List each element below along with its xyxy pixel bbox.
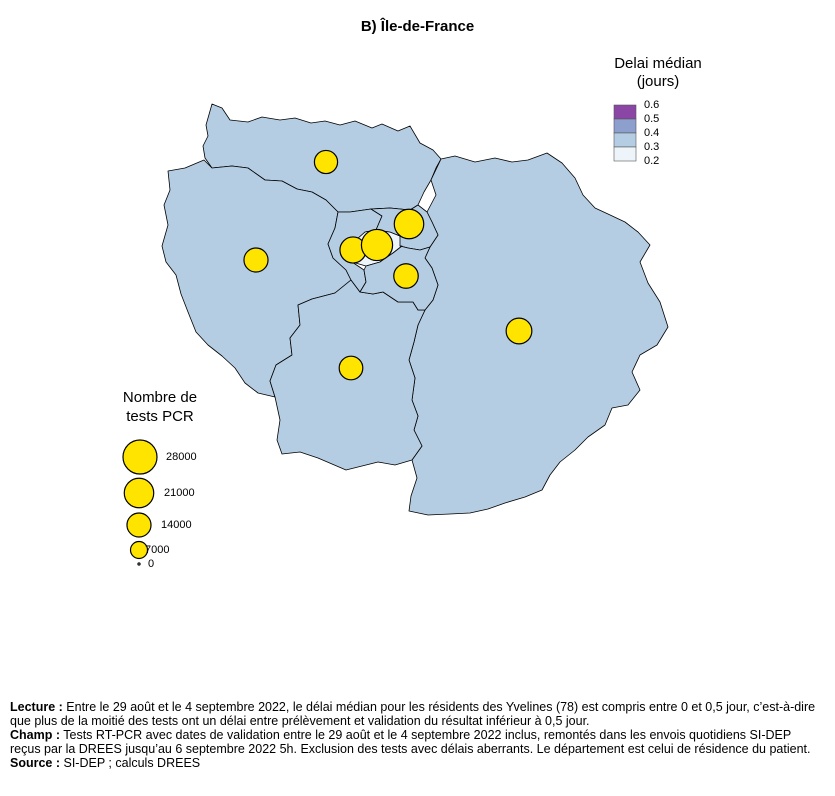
delay-legend-swatches [613,104,637,162]
size-legend-circles [122,439,158,566]
size-legend-label: 0 [148,558,155,570]
delay-legend-title-line1: Delai médian [614,55,702,72]
champ-note: Champ : Tests RT-PCR avec dates de valid… [10,728,822,756]
size-legend-label: 14000 [161,519,192,531]
source-text: SI-DEP ; calculs DREES [63,756,201,770]
delay-legend-break: 0.2 [644,155,660,167]
bubble-95[interactable] [313,149,339,175]
champ-label: Champ : [10,728,60,742]
bubble-91[interactable] [338,355,364,381]
lecture-label: Lecture : [10,700,63,714]
delay-legend-break: 0.3 [644,141,660,153]
bubble-94[interactable] [393,263,419,289]
size-legend-circle [122,439,158,475]
lecture-note: Lecture : Entre le 29 août et le 4 septe… [10,700,822,728]
delay-legend-break: 0.4 [644,127,660,139]
delay-legend-swatch [613,104,637,120]
size-legend-title-line2: tests PCR [126,408,194,425]
delay-legend-swatch [613,118,637,134]
delay-legend-break: 0.5 [644,113,660,125]
size-legend-circle [126,512,152,538]
champ-text: Tests RT-PCR avec dates de validation en… [10,728,811,756]
size-legend-circle [123,477,155,509]
source-note: Source : SI-DEP ; calculs DREES [10,756,822,770]
lecture-text: Entre le 29 août et le 4 septembre 2022,… [10,700,816,728]
map-title: B) Île-de-France [360,18,475,35]
size-legend-label: 28000 [166,451,197,463]
delay-legend-title: Delai médian (jours) [598,55,718,91]
notes: Lecture : Entre le 29 août et le 4 septe… [10,700,822,770]
delay-legend-break: 0.6 [644,99,660,111]
size-legend-circle [129,540,149,560]
bubble-78[interactable] [243,247,269,273]
size-legend-title: Nombre de tests PCR [100,388,220,426]
delay-legend-swatch [613,132,637,148]
bubble-77[interactable] [505,317,533,345]
delay-legend-title-line2: (jours) [636,73,680,90]
size-legend-circle [137,562,141,566]
source-label: Source : [10,756,61,770]
bubble-93[interactable] [393,208,425,240]
size-legend-label: 7000 [145,544,170,556]
bubbles [243,149,533,381]
size-legend-title-line1: Nombre de [122,389,198,406]
bubble-75[interactable] [360,228,394,262]
dept-77[interactable] [408,152,669,516]
delay-legend-swatch [613,146,637,162]
size-legend-label: 21000 [164,487,195,499]
